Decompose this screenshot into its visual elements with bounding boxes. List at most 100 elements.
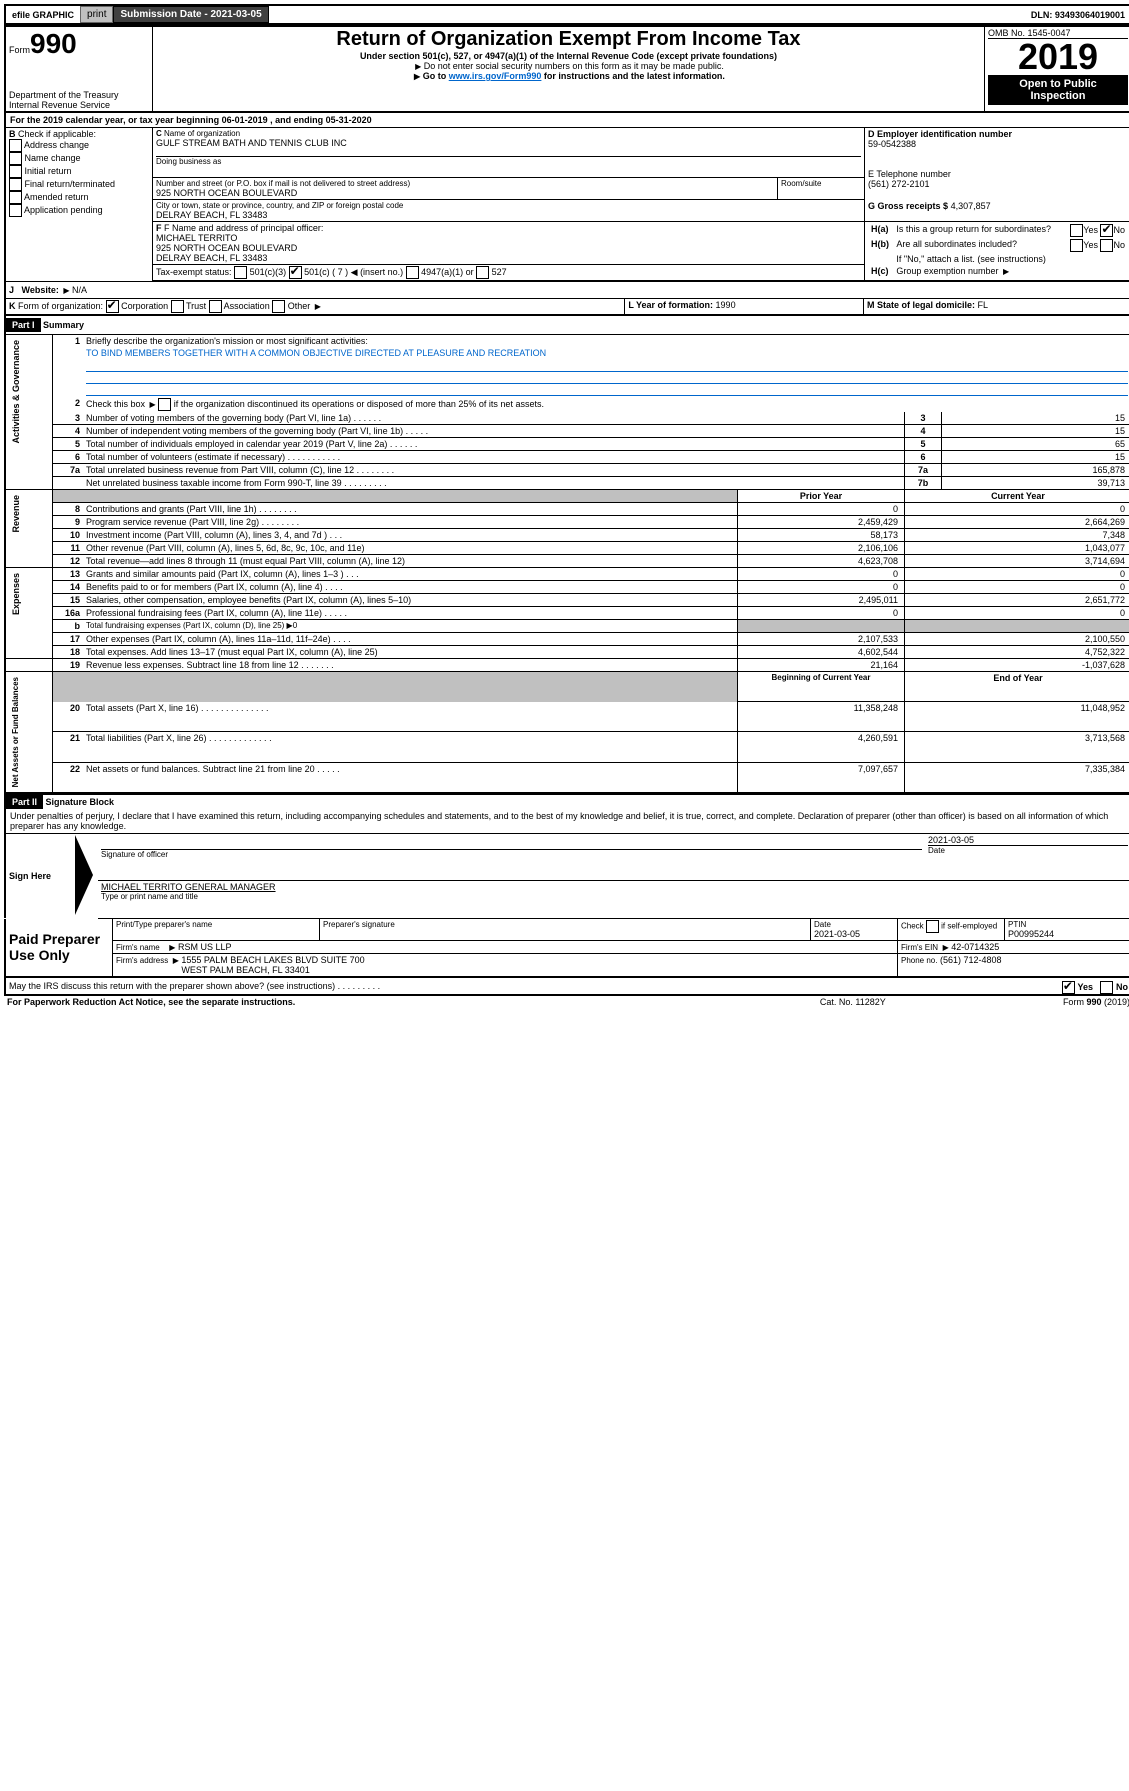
501c-cb[interactable] (289, 266, 302, 279)
r15-prior: 2,495,011 (738, 594, 905, 607)
prep-phone: (561) 712-4808 (940, 955, 1002, 965)
discuss-yes-cb[interactable] (1062, 981, 1075, 994)
amended-return-cb[interactable] (9, 191, 22, 204)
paid-prep: Paid Preparer Use Only (9, 931, 100, 963)
r9-prior: 2,459,429 (738, 516, 905, 529)
name-change-cb[interactable] (9, 152, 22, 165)
4947-cb[interactable] (406, 266, 419, 279)
website-label: Website: (22, 285, 59, 295)
officer-street: 925 NORTH OCEAN BOULEVARD (156, 243, 861, 253)
org-name: GULF STREAM BATH AND TENNIS CLUB INC (156, 138, 861, 148)
hb-yes-cb[interactable] (1070, 239, 1083, 252)
r22-curr: 7,335,384 (905, 762, 1129, 793)
501c3-cb[interactable] (234, 266, 247, 279)
gross-label: G Gross receipts $ (868, 201, 948, 211)
org-name-label: Name of organization (164, 129, 240, 138)
trust-cb[interactable] (171, 300, 184, 313)
line3-value: 15 (942, 412, 1129, 425)
line4-value: 15 (942, 425, 1129, 438)
line6-value: 15 (942, 451, 1129, 464)
part-ii-label: Part II (6, 795, 43, 809)
city: DELRAY BEACH, FL 33483 (156, 210, 861, 220)
r8-prior: 0 (738, 503, 905, 516)
r16a-prior: 0 (738, 607, 905, 620)
cat-no: Cat. No. 11282Y (760, 996, 945, 1008)
form-title: Return of Organization Exempt From Incom… (156, 28, 981, 51)
initial-return-cb[interactable] (9, 165, 22, 178)
sign-here: Sign Here (9, 871, 51, 881)
form-footer: Form 990 (2019) (945, 996, 1129, 1008)
other-cb[interactable] (272, 300, 285, 313)
r12-prior: 4,623,708 (738, 555, 905, 568)
r20-prior: 11,358,248 (738, 702, 905, 732)
open-public: Open to Public Inspection (988, 75, 1128, 105)
typed-label: Type or print name and title (101, 892, 1128, 901)
date-label: Date (928, 845, 1128, 855)
r9-curr: 2,664,269 (905, 516, 1129, 529)
r18-curr: 4,752,322 (905, 646, 1129, 659)
officer-name: MICHAEL TERRITO (156, 233, 861, 243)
r11-curr: 1,043,077 (905, 542, 1129, 555)
discuss-no-cb[interactable] (1100, 981, 1113, 994)
room-label: Room/suite (778, 178, 865, 200)
irs-link[interactable]: www.irs.gov/Form990 (449, 71, 542, 81)
r10-prior: 58,173 (738, 529, 905, 542)
r20-curr: 11,048,952 (905, 702, 1129, 732)
r14-prior: 0 (738, 581, 905, 594)
note1: Do not enter social security numbers on … (424, 61, 724, 71)
gross: 4,307,857 (951, 201, 991, 211)
dept: Department of the Treasury Internal Reve… (9, 90, 149, 110)
line5-value: 65 (942, 438, 1129, 451)
city-label: City or town, state or province, country… (156, 201, 861, 210)
self-emp-cb[interactable] (926, 920, 939, 933)
ha-yes-cb[interactable] (1070, 224, 1083, 237)
form-header: Form990 Department of the Treasury Inter… (4, 25, 1129, 113)
hb-no-cb[interactable] (1100, 239, 1113, 252)
org-info-block: B Check if applicable: Address change Na… (4, 128, 1129, 281)
r10-curr: 7,348 (905, 529, 1129, 542)
dba-label: Doing business as (156, 156, 861, 166)
efile-label: efile GRAPHIC (6, 8, 80, 22)
ein: 59-0542388 (868, 139, 1128, 149)
assoc-cb[interactable] (209, 300, 222, 313)
print-button[interactable]: print (80, 6, 113, 23)
r21-curr: 3,713,568 (905, 732, 1129, 762)
signature-block: Sign Here Signature of officer 2021-03-0… (4, 834, 1129, 919)
domicile: FL (978, 300, 989, 310)
current-year-header: Current Year (905, 490, 1129, 503)
corp-cb[interactable] (106, 300, 119, 313)
preparer-block: Paid Preparer Use Only Print/Type prepar… (4, 919, 1129, 978)
phone-label: E Telephone number (868, 169, 1128, 179)
tax-year: 2019 (988, 39, 1128, 75)
end-year-header: End of Year (905, 672, 1129, 702)
part-i-label: Part I (6, 318, 41, 332)
tax-exempt-label: Tax-exempt status: (156, 267, 232, 277)
paperwork: For Paperwork Reduction Act Notice, see … (4, 996, 760, 1008)
app-pending-cb[interactable] (9, 204, 22, 217)
r15-curr: 2,651,772 (905, 594, 1129, 607)
street: 925 NORTH OCEAN BOULEVARD (156, 188, 774, 198)
final-return-cb[interactable] (9, 178, 22, 191)
line7a-value: 165,878 (942, 464, 1129, 477)
submission-date: Submission Date - 2021-03-05 (113, 6, 268, 23)
address-change-cb[interactable] (9, 139, 22, 152)
form-number: 990 (30, 28, 77, 59)
prior-year-header: Prior Year (738, 490, 905, 503)
part-i-title: Summary (43, 320, 84, 330)
dln: DLN: 93493064019001 (1025, 8, 1129, 22)
check-applicable: Check if applicable: (18, 129, 96, 139)
527-cb[interactable] (476, 266, 489, 279)
prep-date: 2021-03-05 (814, 929, 894, 939)
mission: TO BIND MEMBERS TOGETHER WITH A COMMON O… (83, 347, 1129, 359)
r21-prior: 4,260,591 (738, 732, 905, 762)
firm-name: RSM US LLP (178, 942, 232, 952)
street-label: Number and street (or P.O. box if mail i… (156, 179, 410, 188)
phone: (561) 272-2101 (868, 179, 1128, 189)
officer-label: F Name and address of principal officer: (164, 223, 323, 233)
side-expenses: Expenses (9, 569, 23, 619)
officer-city: DELRAY BEACH, FL 33483 (156, 253, 861, 263)
r13-prior: 0 (738, 568, 905, 581)
r11-prior: 2,106,106 (738, 542, 905, 555)
discontinued-cb[interactable] (158, 398, 171, 411)
ha-no-cb[interactable] (1100, 224, 1113, 237)
